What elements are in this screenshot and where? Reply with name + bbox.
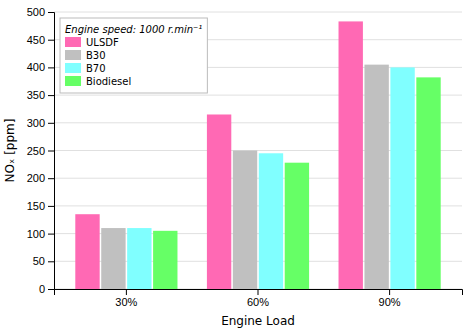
- y-tick-label: 0: [39, 283, 45, 295]
- x-tick-label: 30%: [115, 296, 137, 308]
- bar: [416, 77, 440, 289]
- y-axis-title: NOₓ [ppm]: [3, 119, 17, 183]
- y-tick-label: 400: [27, 61, 45, 73]
- y-tick: 200: [27, 172, 54, 184]
- x-tick-mark: [258, 289, 259, 295]
- x-tick-mark: [389, 289, 390, 295]
- y-tick: 500: [27, 6, 54, 18]
- y-tick-label: 500: [27, 6, 45, 18]
- x-tick-label: 90%: [379, 296, 401, 308]
- y-tick-label: 100: [27, 228, 45, 240]
- bar: [127, 228, 151, 289]
- grid-line: [54, 12, 462, 13]
- y-tick: 250: [27, 145, 54, 157]
- x-tick: 30%: [115, 289, 137, 308]
- y-tick-label: 150: [27, 200, 45, 212]
- legend-swatch: [65, 76, 81, 86]
- y-axis: 0 50 100 150 200 250 300 350 400 450 500: [27, 6, 55, 295]
- y-tick: 150: [27, 200, 54, 212]
- y-tick-mark: [48, 206, 54, 207]
- y-tick: 400: [27, 61, 54, 73]
- bar-series: [101, 65, 389, 289]
- legend-swatch: [65, 37, 81, 47]
- y-tick: 450: [27, 34, 54, 46]
- bar: [233, 151, 257, 290]
- chart: 30% 60% 90% 0 50 100 150 200 250 300 350 400 450 500 E…: [0, 0, 474, 333]
- y-tick-mark: [48, 178, 54, 179]
- y-tick-label: 250: [27, 145, 45, 157]
- bar: [153, 231, 177, 289]
- y-tick: 50: [33, 255, 54, 267]
- y-tick-label: 300: [27, 117, 45, 129]
- x-axis: 30% 60% 90%: [55, 289, 463, 308]
- bar: [75, 214, 99, 289]
- legend-frame: [60, 18, 207, 93]
- y-tick-label: 350: [27, 89, 45, 101]
- y-tick: 300: [27, 117, 54, 129]
- y-tick-mark: [48, 12, 54, 13]
- bar: [364, 65, 388, 289]
- plot-area: 30% 60% 90% 0 50 100 150 200 250 300 350 400 450 500 E…: [27, 6, 463, 308]
- bar: [390, 67, 414, 289]
- y-tick-mark: [48, 40, 54, 41]
- y-tick-mark: [48, 67, 54, 68]
- legend-swatch: [65, 50, 81, 60]
- x-axis-line: [55, 290, 463, 296]
- x-tick: 90%: [379, 289, 401, 308]
- y-tick-label: 200: [27, 172, 45, 184]
- y-axis-line: [48, 13, 55, 290]
- legend-label: B30: [86, 50, 106, 61]
- y-tick-mark: [48, 261, 54, 262]
- y-tick-mark: [48, 123, 54, 124]
- x-axis-title: Engine Load: [221, 314, 295, 328]
- legend-title: Engine speed: 1000 r.min⁻¹: [65, 24, 202, 35]
- legend-label: Biodiesel: [86, 76, 131, 87]
- bar-series: [127, 67, 415, 289]
- y-tick: 0: [39, 283, 54, 295]
- x-tick-mark: [126, 289, 127, 295]
- y-tick-mark: [48, 289, 54, 290]
- grid: [54, 12, 462, 289]
- bar: [259, 153, 283, 289]
- legend: Engine speed: 1000 r.min⁻¹ ULSDF B30 B70 Bio…: [60, 18, 207, 93]
- legend-label: B70: [86, 63, 106, 74]
- y-tick: 100: [27, 228, 54, 240]
- y-tick-mark: [48, 151, 54, 152]
- legend-swatch: [65, 63, 81, 73]
- y-tick-label: 450: [27, 34, 45, 46]
- bar: [101, 228, 125, 289]
- x-tick-label: 60%: [247, 296, 269, 308]
- y-tick-mark: [48, 234, 54, 235]
- bar-series: [153, 77, 441, 289]
- bar: [339, 21, 363, 289]
- y-tick-label: 50: [33, 255, 45, 267]
- bar: [285, 163, 309, 289]
- legend-label: ULSDF: [86, 37, 119, 48]
- y-tick: 350: [27, 89, 54, 101]
- bar: [207, 114, 231, 289]
- y-tick-mark: [48, 95, 54, 96]
- x-tick: 60%: [247, 289, 269, 308]
